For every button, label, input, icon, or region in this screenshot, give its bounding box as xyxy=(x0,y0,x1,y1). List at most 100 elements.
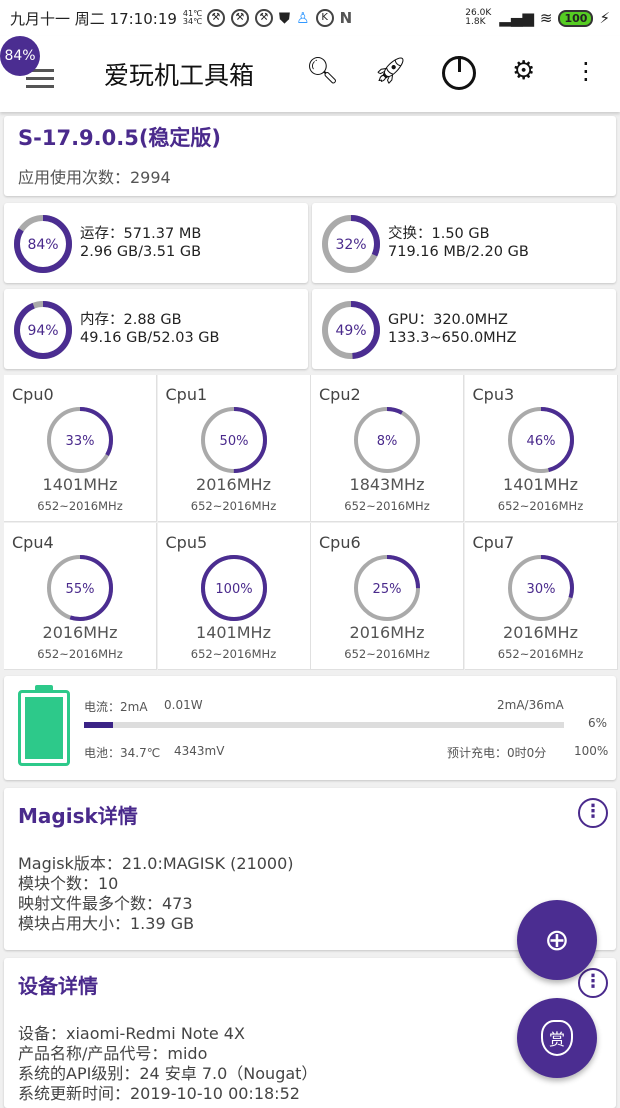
charge-eta: 预计充电：0时0分 xyxy=(447,746,547,760)
memory-line1: 内存：2.88 GB xyxy=(80,312,182,328)
device-card: 设备详情 ⋮ 设备：xiaomi-Redmi Note 4X 产品名称/产品代号：… xyxy=(4,958,616,1108)
cpu-name: Cpu3 xyxy=(472,385,515,404)
cpu-name: Cpu1 xyxy=(165,385,208,404)
net-speed: 26.0K 1.8K xyxy=(465,8,492,27)
cpu-range: 652~2016MHz xyxy=(497,499,584,513)
cpu-name: Cpu6 xyxy=(319,533,361,552)
memory-line2: 719.16 MB/2.20 GB xyxy=(388,244,529,260)
wrench-icon: ⚒ xyxy=(254,9,273,27)
module-count: 模块个数：10 xyxy=(18,874,119,893)
cpu-range: 652~2016MHz xyxy=(37,499,123,513)
ring-progress xyxy=(507,555,574,621)
cpu-freq: 2016MHz xyxy=(42,623,118,642)
cpu-range: 652~2016MHz xyxy=(497,647,584,661)
ring-progress xyxy=(47,555,113,621)
battery-current: 电流：2mA xyxy=(84,700,148,714)
module-size: 模块占用大小：1.39 GB xyxy=(18,914,195,933)
menu-button[interactable] xyxy=(26,64,54,93)
status-time: 九月十一 周二 17:10:19 xyxy=(10,9,177,28)
cpu-core-card: Cpu5 1401MHz 652~2016MHz 100% xyxy=(157,523,311,670)
ring-label: 33% xyxy=(66,434,95,449)
crosshair-icon: ⊕ xyxy=(544,922,570,958)
app-title: 爱玩机工具箱 xyxy=(104,61,255,90)
ring-progress xyxy=(354,407,420,473)
cpu-core-card: Cpu0 1401MHz 652~2016MHz 33% xyxy=(4,375,157,522)
target-fab[interactable]: ⊕ xyxy=(517,900,597,980)
shield-icon: ⛊ xyxy=(278,9,291,27)
magisk-version: Magisk版本：21.0:MAGISK (21000) xyxy=(18,854,294,873)
memory-badge: 84% xyxy=(0,36,40,76)
cpu-freq: 1401MHz xyxy=(196,623,271,642)
cpu-range: 652~2016MHz xyxy=(190,647,277,661)
current-progress-bar xyxy=(84,722,564,728)
usage-ring: 100% xyxy=(200,555,267,621)
cpu-name: Cpu0 xyxy=(12,385,54,404)
ring-progress xyxy=(322,215,380,273)
usage-ring: 50% xyxy=(200,407,267,473)
ring-progress xyxy=(14,301,72,359)
version-card: S-17.9.0.5(稳定版) 应用使用次数：2994 xyxy=(4,116,616,196)
memory-card: 84% 运存：571.37 MB 2.96 GB/3.51 GB xyxy=(4,203,308,283)
ring-progress xyxy=(200,407,267,473)
memory-card: 32% 交换：1.50 GB 719.16 MB/2.20 GB xyxy=(312,203,616,283)
wrench-icon: ⚒ xyxy=(230,9,249,27)
cpu-freq: 1843MHz xyxy=(349,475,425,494)
rocket-icon[interactable]: 🚀︎ xyxy=(374,56,408,86)
ring-progress xyxy=(47,407,113,473)
cpu-core-card: Cpu7 2016MHz 652~2016MHz 30% xyxy=(464,523,618,670)
battery-level: 100% xyxy=(574,744,609,758)
usage-ring: 30% xyxy=(507,555,574,621)
search-icon[interactable]: 🔍︎ xyxy=(306,56,340,86)
memory-line1: GPU：320.0MHZ xyxy=(388,312,508,328)
usage-ring: 8% xyxy=(354,407,420,473)
device-title: 设备详情 xyxy=(18,974,98,998)
cpu-core-card: Cpu6 2016MHz 652~2016MHz 25% xyxy=(311,523,464,670)
more-icon[interactable]: · · · xyxy=(582,50,590,94)
cpu-range: 652~2016MHz xyxy=(37,647,123,661)
usage-ring: 49% xyxy=(322,301,380,359)
ring-label: 84% xyxy=(27,237,58,253)
battery-power: 0.01W xyxy=(164,698,203,712)
ring-progress xyxy=(200,555,267,621)
cpu-name: Cpu2 xyxy=(319,385,361,404)
app-header: 84% 爱玩机工具箱 🔍︎ 🚀︎ ⚙ · · · xyxy=(0,36,620,112)
reward-fab[interactable]: 赏 xyxy=(517,998,597,1078)
cpu-name: Cpu5 xyxy=(165,533,208,552)
cpu-core-card: Cpu1 2016MHz 652~2016MHz 50% xyxy=(157,375,311,522)
charging-icon: ⚡ xyxy=(599,9,610,27)
ring-progress xyxy=(14,215,72,273)
system-update-time: 系统更新时间：2019-10-10 00:18:52 xyxy=(18,1084,300,1103)
ring-progress xyxy=(507,407,574,473)
ring-label: 25% xyxy=(373,582,402,597)
usage-ring: 55% xyxy=(47,555,113,621)
usage-ring: 46% xyxy=(507,407,574,473)
api-level: 系统的API级别：24 安卓 7.0（Nougat） xyxy=(18,1064,318,1083)
cpu-core-card: Cpu3 1401MHz 652~2016MHz 46% xyxy=(464,375,618,522)
memory-line2: 133.3~650.0MHZ xyxy=(388,330,517,346)
battery-current-ratio: 2mA/36mA xyxy=(497,698,564,712)
cpu-range: 652~2016MHz xyxy=(344,647,430,661)
usage-ring: 84% xyxy=(14,215,72,273)
k-icon: K xyxy=(315,9,334,27)
ring-label: 46% xyxy=(526,434,555,449)
current-percent: 6% xyxy=(588,716,608,730)
cpu-freq: 2016MHz xyxy=(196,475,271,494)
n-icon: N xyxy=(339,9,353,27)
device-more-button[interactable]: ⋮ xyxy=(578,968,608,998)
ring-label: 94% xyxy=(27,323,58,339)
ring-label: 30% xyxy=(526,582,555,597)
ring-label: 100% xyxy=(215,582,252,597)
settings-icon[interactable]: ⚙ xyxy=(512,56,536,86)
cpu-freq: 2016MHz xyxy=(349,623,425,642)
magisk-more-button[interactable]: ⋮ xyxy=(578,798,608,828)
usage-ring: 94% xyxy=(14,301,72,359)
usage-count: 应用使用次数：2994 xyxy=(18,168,171,187)
memory-card: 94% 内存：2.88 GB 49.16 GB/52.03 GB xyxy=(4,289,308,369)
product-name: 产品名称/产品代号：mido xyxy=(18,1044,208,1063)
power-icon[interactable] xyxy=(442,56,476,90)
ring-label: 8% xyxy=(377,434,398,449)
cpu-name: Cpu7 xyxy=(472,533,515,552)
usage-ring: 32% xyxy=(322,215,380,273)
battery-card: 电流：2mA 0.01W 2mA/36mA 6% 电池：34.7℃ 4343mV… xyxy=(4,676,616,780)
memory-line2: 2.96 GB/3.51 GB xyxy=(80,244,202,260)
